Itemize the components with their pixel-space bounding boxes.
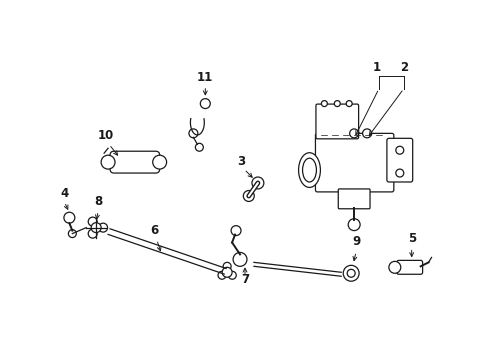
Circle shape bbox=[321, 100, 326, 107]
Circle shape bbox=[251, 177, 264, 189]
Circle shape bbox=[231, 226, 241, 235]
Circle shape bbox=[233, 252, 246, 266]
Circle shape bbox=[195, 143, 203, 151]
FancyBboxPatch shape bbox=[315, 133, 393, 192]
Text: 6: 6 bbox=[150, 224, 159, 237]
Circle shape bbox=[64, 212, 75, 223]
Circle shape bbox=[228, 271, 236, 279]
Ellipse shape bbox=[298, 153, 320, 188]
FancyBboxPatch shape bbox=[110, 151, 160, 173]
Text: 4: 4 bbox=[60, 187, 68, 200]
FancyBboxPatch shape bbox=[315, 104, 358, 139]
Text: 5: 5 bbox=[407, 231, 415, 244]
Circle shape bbox=[200, 99, 210, 109]
Text: 8: 8 bbox=[94, 195, 102, 208]
Circle shape bbox=[347, 219, 359, 231]
Circle shape bbox=[243, 190, 254, 202]
Circle shape bbox=[346, 269, 354, 277]
Circle shape bbox=[152, 155, 166, 169]
Circle shape bbox=[223, 262, 231, 270]
Text: 10: 10 bbox=[98, 129, 114, 142]
Text: 7: 7 bbox=[241, 273, 248, 286]
Circle shape bbox=[68, 230, 76, 238]
FancyBboxPatch shape bbox=[386, 138, 412, 182]
Circle shape bbox=[388, 261, 400, 273]
Circle shape bbox=[222, 267, 232, 277]
Circle shape bbox=[188, 129, 198, 138]
Circle shape bbox=[343, 265, 358, 281]
Text: 9: 9 bbox=[351, 235, 360, 248]
Ellipse shape bbox=[302, 158, 316, 182]
Circle shape bbox=[334, 100, 340, 107]
Circle shape bbox=[349, 129, 358, 138]
Circle shape bbox=[101, 155, 115, 169]
Circle shape bbox=[218, 271, 225, 279]
Circle shape bbox=[362, 129, 371, 138]
Circle shape bbox=[395, 146, 403, 154]
Circle shape bbox=[88, 229, 97, 238]
Circle shape bbox=[88, 217, 97, 226]
Text: 11: 11 bbox=[197, 71, 213, 84]
Circle shape bbox=[395, 169, 403, 177]
FancyBboxPatch shape bbox=[338, 189, 369, 209]
FancyBboxPatch shape bbox=[396, 260, 422, 274]
Text: 3: 3 bbox=[237, 155, 244, 168]
Circle shape bbox=[99, 223, 107, 232]
Circle shape bbox=[91, 223, 101, 233]
Text: 1: 1 bbox=[372, 61, 380, 74]
Text: 2: 2 bbox=[400, 61, 408, 74]
Circle shape bbox=[346, 100, 351, 107]
